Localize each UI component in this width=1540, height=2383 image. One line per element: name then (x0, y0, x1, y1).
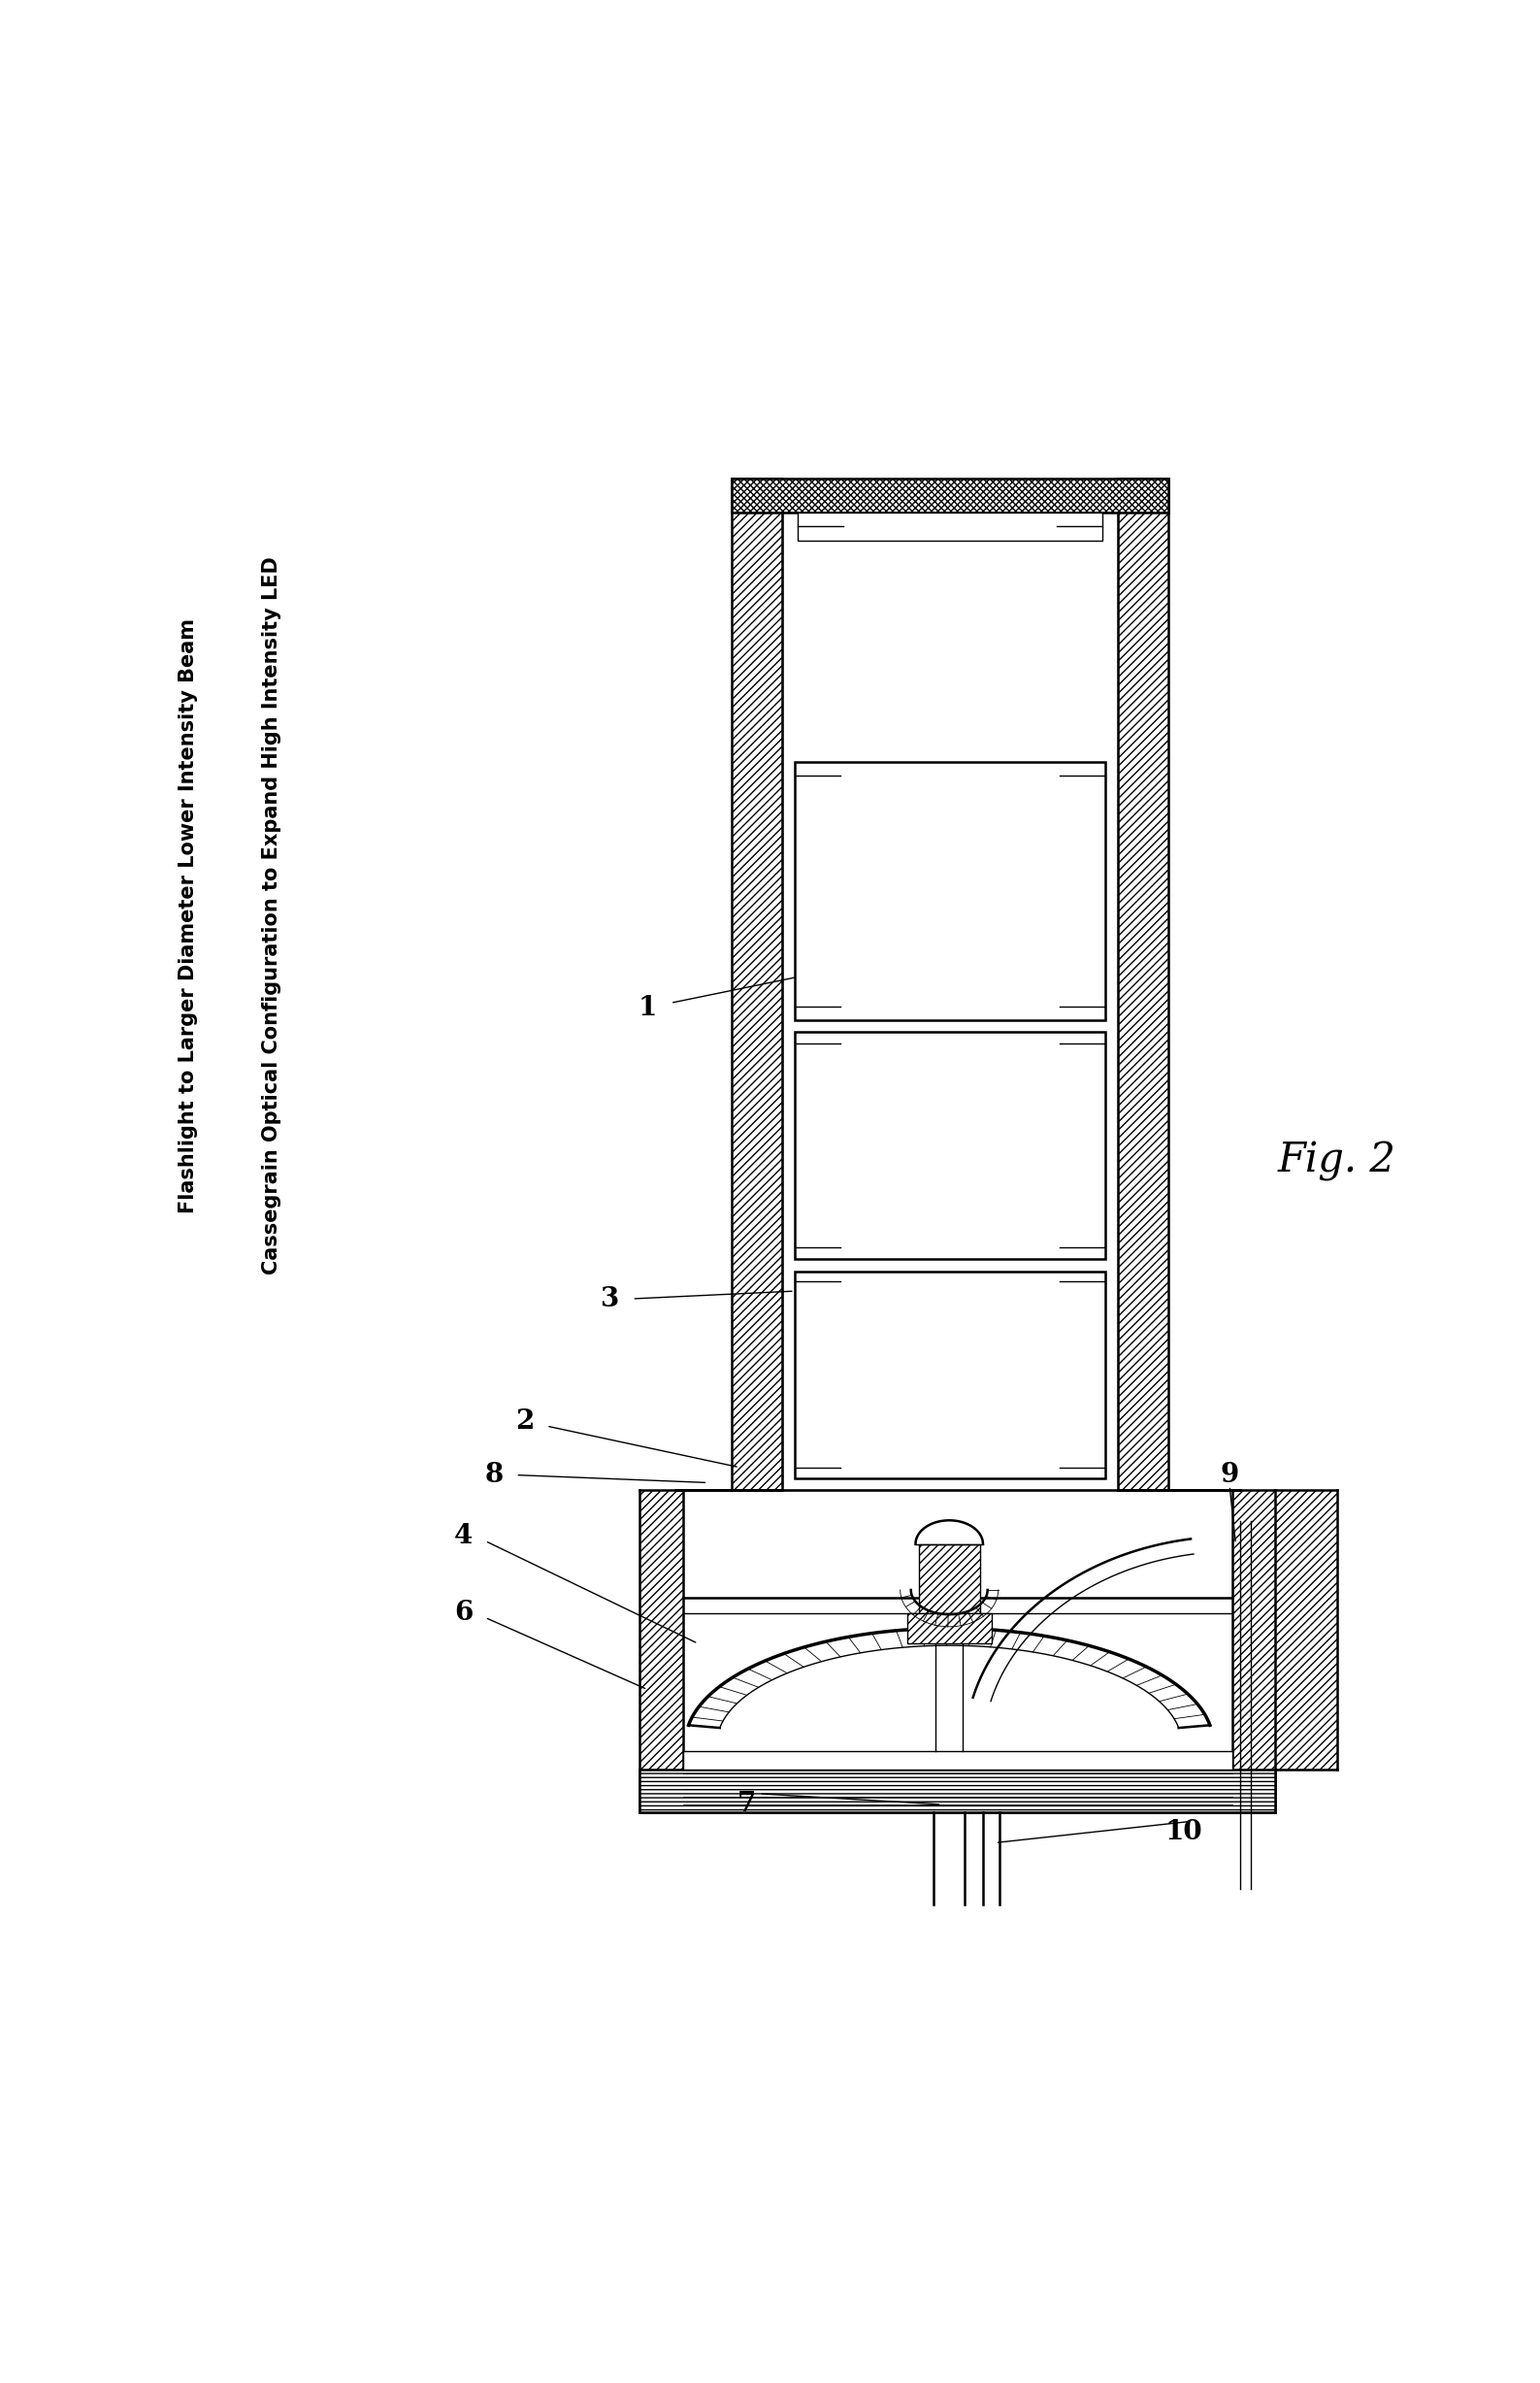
Bar (907, 1613, 992, 1644)
Text: 3: 3 (599, 1287, 619, 1313)
Bar (732, 479, 1169, 512)
Text: 1: 1 (638, 994, 658, 1020)
Bar (795, 1032, 1106, 1258)
Bar (795, 1270, 1106, 1477)
Text: Fig. 2: Fig. 2 (1278, 1141, 1395, 1182)
Bar (1118, 479, 1169, 1489)
Text: Cassegrain Optical Configuration to Expand High Intensity LED: Cassegrain Optical Configuration to Expa… (262, 558, 282, 1275)
Bar (639, 1489, 682, 1811)
Bar (918, 1544, 979, 1613)
Bar (732, 479, 1169, 512)
Bar (682, 1752, 1232, 1768)
Bar (732, 479, 782, 1489)
Bar (1118, 479, 1169, 1489)
Text: 4: 4 (454, 1523, 473, 1549)
Bar (1232, 1489, 1275, 1811)
Text: 9: 9 (1220, 1461, 1238, 1487)
Text: 6: 6 (454, 1599, 473, 1625)
Text: 10: 10 (1164, 1818, 1203, 1844)
Bar (1275, 1489, 1337, 1768)
Bar (795, 763, 1106, 1020)
Bar (907, 1613, 992, 1644)
Bar (639, 1768, 1275, 1811)
Bar (639, 1768, 1275, 1811)
Bar (732, 479, 782, 1489)
Bar (798, 512, 1103, 541)
Text: 8: 8 (485, 1461, 504, 1487)
Text: 7: 7 (738, 1792, 756, 1818)
Bar (918, 1544, 979, 1613)
Text: 2: 2 (516, 1408, 534, 1435)
Text: Flashlight to Larger Diameter Lower Intensity Beam: Flashlight to Larger Diameter Lower Inte… (179, 617, 197, 1213)
